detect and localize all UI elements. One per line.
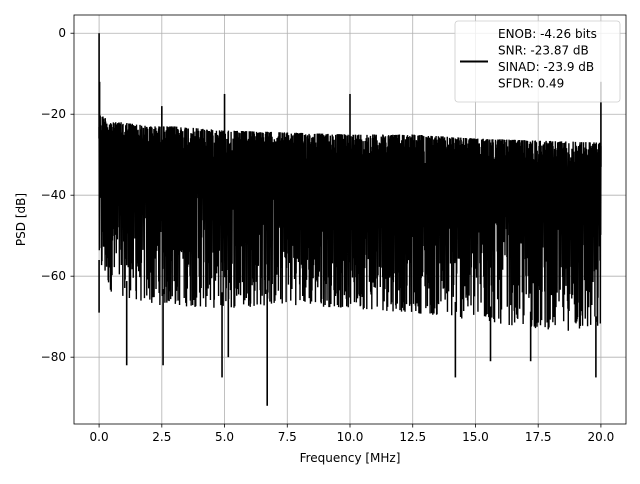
- x-tick-label: 7.5: [278, 430, 297, 444]
- psd-trace: [98, 115, 602, 331]
- legend-snr: SNR: -23.87 dB: [498, 44, 589, 58]
- y-tick-label: −80: [41, 350, 66, 364]
- x-tick-label: 5.0: [215, 430, 234, 444]
- legend-sinad: SINAD: -23.9 dB: [498, 60, 594, 74]
- y-axis-label: PSD [dB]: [14, 193, 28, 246]
- legend: ENOB: -4.26 bits SNR: -23.87 dB SINAD: -…: [454, 20, 621, 103]
- y-tick-label: −40: [41, 188, 66, 202]
- ticks: 0.0 2.5 5.0 7.5 10.0 12.5 15.0 17.5 20.0 0 −20 −40 −…: [41, 26, 615, 444]
- y-tick-label: 0: [58, 26, 66, 40]
- x-tick-label: 12.5: [399, 430, 426, 444]
- x-tick-label: 15.0: [462, 430, 489, 444]
- x-tick-label: 0.0: [90, 430, 109, 444]
- y-tick-label: −20: [41, 107, 66, 121]
- legend-box: [454, 20, 621, 103]
- x-tick-label: 17.5: [525, 430, 552, 444]
- series-layer: [98, 33, 602, 406]
- y-tick-label: −60: [41, 269, 66, 283]
- x-tick-label: 10.0: [337, 430, 364, 444]
- legend-enob: ENOB: -4.26 bits: [498, 27, 597, 41]
- x-tick-label: 20.0: [588, 430, 615, 444]
- legend-sfdr: SFDR: 0.49: [498, 77, 564, 91]
- x-axis-label: Frequency [MHz]: [300, 451, 401, 465]
- x-tick-label: 2.5: [152, 430, 171, 444]
